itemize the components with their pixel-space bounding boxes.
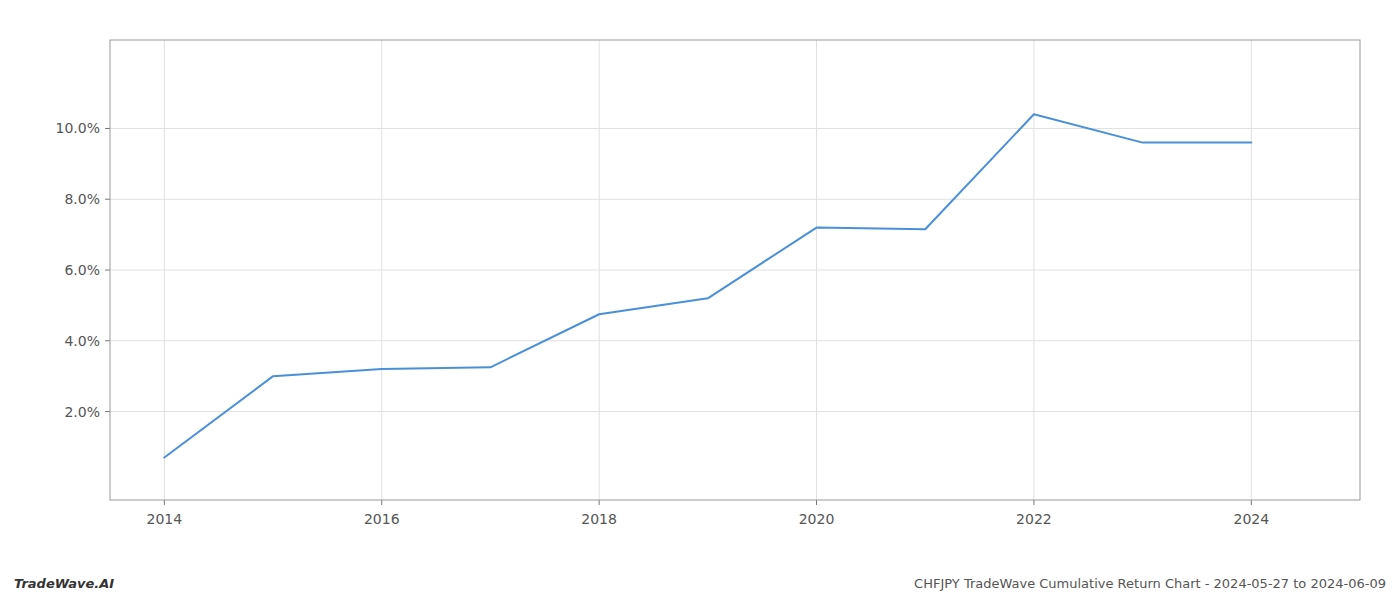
y-tick-label: 10.0% (56, 120, 100, 136)
y-grid-line (110, 128, 1360, 129)
y-grid-line (110, 411, 1360, 412)
grid (110, 40, 1360, 500)
x-tick (381, 500, 382, 505)
x-tick-label: 2014 (147, 511, 183, 527)
axes: 2014 2016 2018 2020 2022 2024 2.0% 4.0% 6.0% 8.0%… (56, 40, 1360, 527)
y-tick-label: 4.0% (64, 333, 100, 349)
y-tick (105, 199, 110, 200)
x-tick (1251, 500, 1252, 505)
y-tick-label: 8.0% (64, 191, 100, 207)
y-tick (105, 411, 110, 412)
footer-left: TradeWave.AI (14, 576, 114, 591)
y-tick (105, 270, 110, 271)
y-tick-label: 2.0% (64, 404, 100, 420)
x-tick (816, 500, 817, 505)
chart: 2014 2016 2018 2020 2022 2024 2.0% 4.0% 6.0% 8.0%… (0, 0, 1400, 600)
x-tick-label: 2020 (799, 511, 835, 527)
x-tick (1033, 500, 1034, 505)
line (164, 114, 1251, 457)
y-tick (105, 340, 110, 341)
y-grid-line (110, 270, 1360, 271)
data-layer (164, 114, 1251, 457)
x-tick-label: 2018 (581, 511, 617, 527)
y-grid-line (110, 199, 1360, 200)
x-tick (164, 500, 165, 505)
x-tick-label: 2022 (1016, 511, 1052, 527)
y-tick-label: 6.0% (64, 262, 100, 278)
plot-frame (110, 40, 1360, 500)
x-tick-label: 2016 (364, 511, 400, 527)
x-tick (599, 500, 600, 505)
y-tick (105, 128, 110, 129)
footer-right: CHFJPY TradeWave Cumulative Return Chart… (914, 576, 1386, 591)
x-tick-label: 2024 (1233, 511, 1269, 527)
y-grid-line (110, 340, 1360, 341)
